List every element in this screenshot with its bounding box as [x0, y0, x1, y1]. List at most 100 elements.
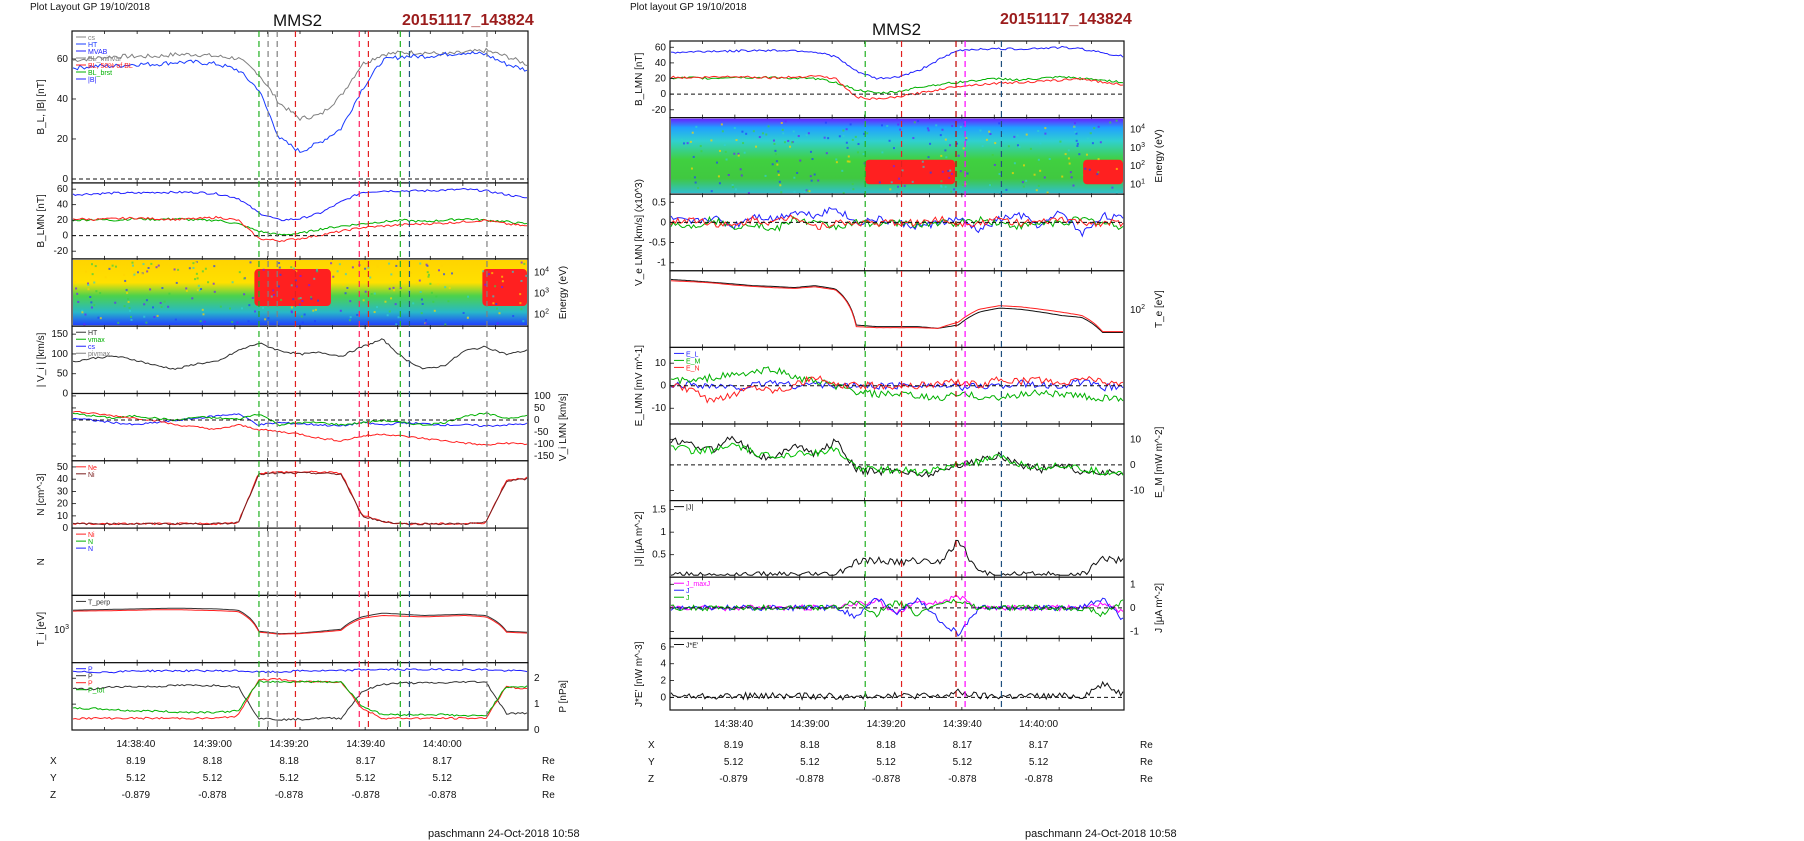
- left-event-id: 20151117_143824: [402, 12, 534, 29]
- right-ytick-label: 0: [1130, 603, 1136, 614]
- right-ytick-label: 4: [660, 659, 666, 670]
- left-panel-frame-6: [71, 527, 529, 597]
- left-ytick-label: 0: [62, 523, 68, 534]
- right-ylabel-8: J*E' [nW m^-3]: [634, 641, 645, 707]
- left-panel-frame-5: [71, 460, 529, 529]
- right-series-2-1: [670, 215, 1124, 232]
- right-event-id: 20151117_143824: [1000, 11, 1132, 28]
- left-ytick-label: 0: [62, 231, 68, 242]
- left-legend-5-1: Ni: [88, 472, 95, 479]
- left-legend-8-3: P_tot: [88, 688, 104, 695]
- right-time-tick-label: 14:39:40: [943, 719, 982, 730]
- right-ytick-label: 10: [655, 358, 667, 369]
- right-ytick-label: 10: [1130, 434, 1142, 445]
- right-ytick-label: 6: [660, 642, 666, 653]
- left-ytick-label: 40: [57, 200, 69, 211]
- left-panel-2: 102 103 104 Energy (eV): [71, 258, 569, 327]
- left-panel-frame-4: [71, 392, 529, 462]
- right-legend-4-0: E_L: [686, 351, 699, 358]
- left-series-4-2: [72, 411, 528, 446]
- left-ytick-label: 50: [57, 369, 69, 380]
- left-ytick-label: -20: [54, 246, 69, 257]
- left-coord-value: 8.18: [203, 756, 223, 767]
- left-legend-8-1: P: [88, 674, 93, 681]
- left-ylabel-7: T_i [eV]: [36, 612, 47, 647]
- left-panel-frame-1: [71, 182, 529, 260]
- right-legend-7-2: J: [686, 595, 690, 602]
- right-coord-value: 8.18: [876, 740, 896, 751]
- right-ylabel-7: J [μA m^-2]: [1154, 583, 1165, 633]
- right-series-4-2: [670, 375, 1124, 404]
- left-coord-value: 5.12: [356, 773, 376, 784]
- left-coord-label: Y: [50, 773, 57, 784]
- left-series-8-3: [72, 680, 528, 717]
- left-coord-value: 8.17: [356, 756, 376, 767]
- right-coord-value: 5.12: [800, 757, 820, 768]
- right-legend-6-0: |J|: [686, 505, 693, 512]
- left-ytick-label: 100: [534, 391, 551, 402]
- right-ytick-label: -1: [1130, 626, 1139, 637]
- right-ytick-label: 0: [660, 692, 666, 703]
- left-log-tick-label: 103: [534, 288, 549, 300]
- left-footer: paschmann 24-Oct-2018 10:58: [428, 828, 580, 840]
- right-legend-7-0: J_maxJ: [686, 581, 710, 588]
- right-series-7-0: [670, 594, 1124, 615]
- left-ylabel-0: B_L, |B| [nT]: [36, 79, 47, 134]
- left-coord-value: -0.878: [351, 790, 380, 801]
- left-series-8-0: [72, 668, 528, 674]
- left-ytick-label: 40: [57, 94, 69, 105]
- left-panel-frame-7: [71, 594, 529, 664]
- right-layout-label: Plot layout GP 19/10/2018: [630, 2, 747, 13]
- left-legend-0-6: |B|: [88, 77, 96, 84]
- right-spectrogram-hot-region-0: [865, 159, 956, 185]
- left-series-8-1: [72, 680, 528, 722]
- right-panel-3: 102 T_e [eV]: [669, 270, 1165, 349]
- left-coord-value: -0.878: [275, 790, 304, 801]
- right-ephemeris-table: X 8.19 8.18 8.18 8.17 8.17 Re Y 5.12 5.12 5.12 5.12…: [648, 740, 1153, 785]
- left-coord-value: -0.878: [428, 790, 457, 801]
- left-series-7-1: [73, 609, 528, 635]
- right-panel-5: -10 0 10 E_M [mW m^-2]: [669, 423, 1165, 502]
- right-coord-value: -0.878: [1024, 774, 1053, 785]
- left-panel-frame-0: [71, 30, 529, 184]
- right-series-0-2: [670, 74, 1124, 101]
- left-coord-value: -0.879: [122, 790, 151, 801]
- right-ytick-label: -1: [657, 258, 666, 269]
- right-coord-label: Z: [648, 774, 654, 785]
- left-coord-label: Z: [50, 790, 56, 801]
- left-legend-0-5: BL_brst: [88, 70, 112, 77]
- left-spectrogram-hot-region-0: [254, 269, 331, 307]
- left-ytick-label: 20: [57, 134, 69, 145]
- right-log-tick-label: 103: [1130, 142, 1145, 154]
- left-series-3-0: [72, 338, 528, 370]
- left-ephemeris-table: X 8.19 8.18 8.18 8.17 8.17 Re Y 5.12 5.12 5.12 5.12…: [50, 756, 555, 801]
- right-panel-1: 101 102 103 104 Energy (eV): [669, 117, 1165, 195]
- left-legend-0-1: HT: [88, 42, 98, 49]
- left-ylabel-1: B_LMN [nT]: [36, 194, 47, 248]
- right-coord-unit: Re: [1140, 757, 1153, 768]
- right-panel-6: 0.5 1 1.5 |J| |J| [μA m^-2]: [634, 500, 1125, 578]
- right-coord-value: 8.19: [724, 740, 744, 751]
- left-legend-6-0: Ni: [88, 532, 95, 539]
- right-ytick-label: 60: [655, 42, 667, 53]
- right-panel-4: -10 0 10 E_LE_ME_N E_LMN [mV m^-1]: [634, 345, 1125, 426]
- left-legend-0-3: BL_minvar: [88, 56, 122, 63]
- left-legend-0-0: cs: [88, 35, 96, 42]
- right-ytick-label: 0: [660, 381, 666, 392]
- left-panel-7: 103 T_perp T_i [eV]: [36, 594, 529, 664]
- right-ytick-label: -10: [652, 403, 667, 414]
- left-coord-value: 8.19: [126, 756, 146, 767]
- right-panel-frame-2: [669, 193, 1125, 272]
- right-series-7-2: [670, 598, 1124, 618]
- left-ytick-label: 40: [57, 474, 69, 485]
- right-time-tick-label: 14:40:00: [1019, 719, 1058, 730]
- left-coord-value: 5.12: [279, 773, 299, 784]
- left-ylabel-4: V_i LMN [km/s]: [558, 393, 569, 461]
